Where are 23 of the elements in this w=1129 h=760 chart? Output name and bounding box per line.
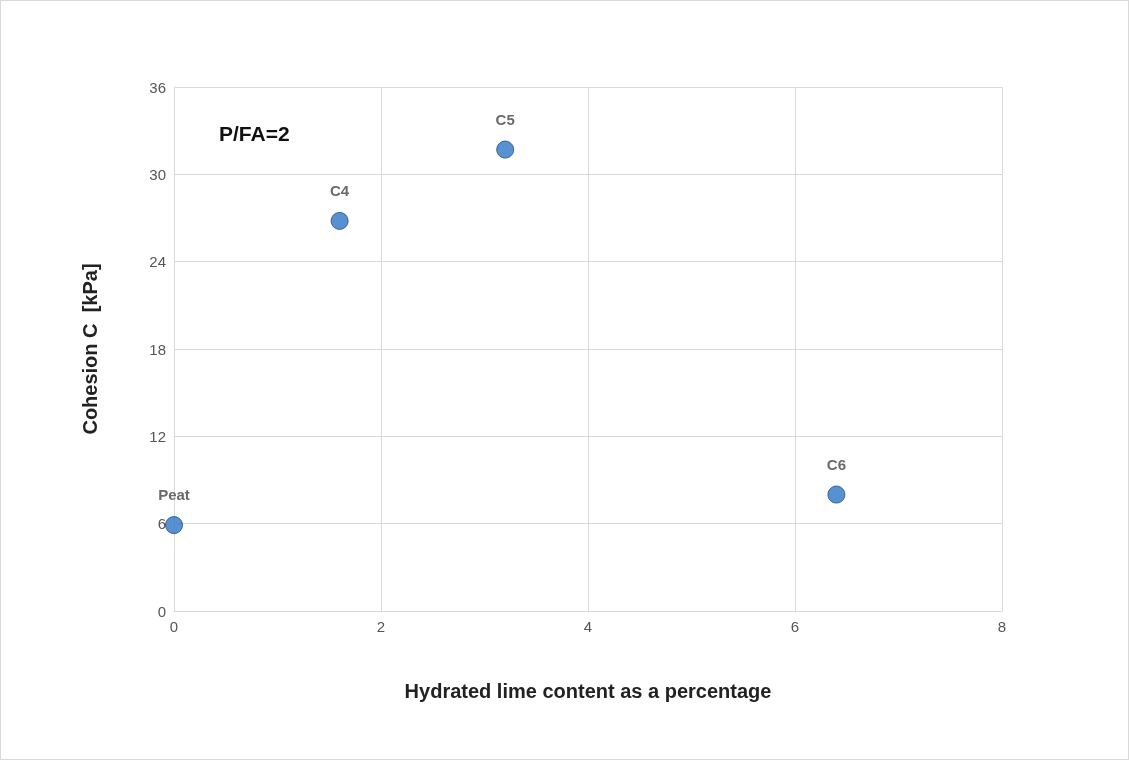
annotation: P/FA=2 — [219, 122, 290, 145]
text: C5 — [495, 110, 515, 128]
y-tick-label: 12 — [149, 427, 166, 445]
text: C4 — [330, 181, 350, 199]
text: C6 — [826, 455, 846, 473]
x-tick-label: 6 — [790, 618, 800, 635]
y-tick-label: 30 — [149, 165, 166, 183]
y-tick-label: 0 — [157, 602, 166, 620]
y-tick-label: 6 — [157, 515, 166, 533]
x-tick-label: 4 — [583, 618, 593, 635]
x-tick-label: 8 — [997, 618, 1007, 635]
x-axis-title: Hydrated lime content as a percentage — [404, 680, 772, 702]
x-tick-label: 2 — [376, 618, 386, 635]
y-tick-label: 18 — [149, 340, 166, 358]
point — [165, 516, 183, 535]
y-axis-title: Cohesion C [kPa] — [79, 263, 101, 435]
point — [827, 485, 846, 504]
y-tick-label: 24 — [149, 253, 166, 271]
x-tick-label: 0 — [169, 618, 179, 635]
y-tick-label: 36 — [149, 78, 166, 96]
point — [496, 140, 515, 159]
point — [330, 211, 349, 230]
text: Peat — [158, 486, 190, 504]
